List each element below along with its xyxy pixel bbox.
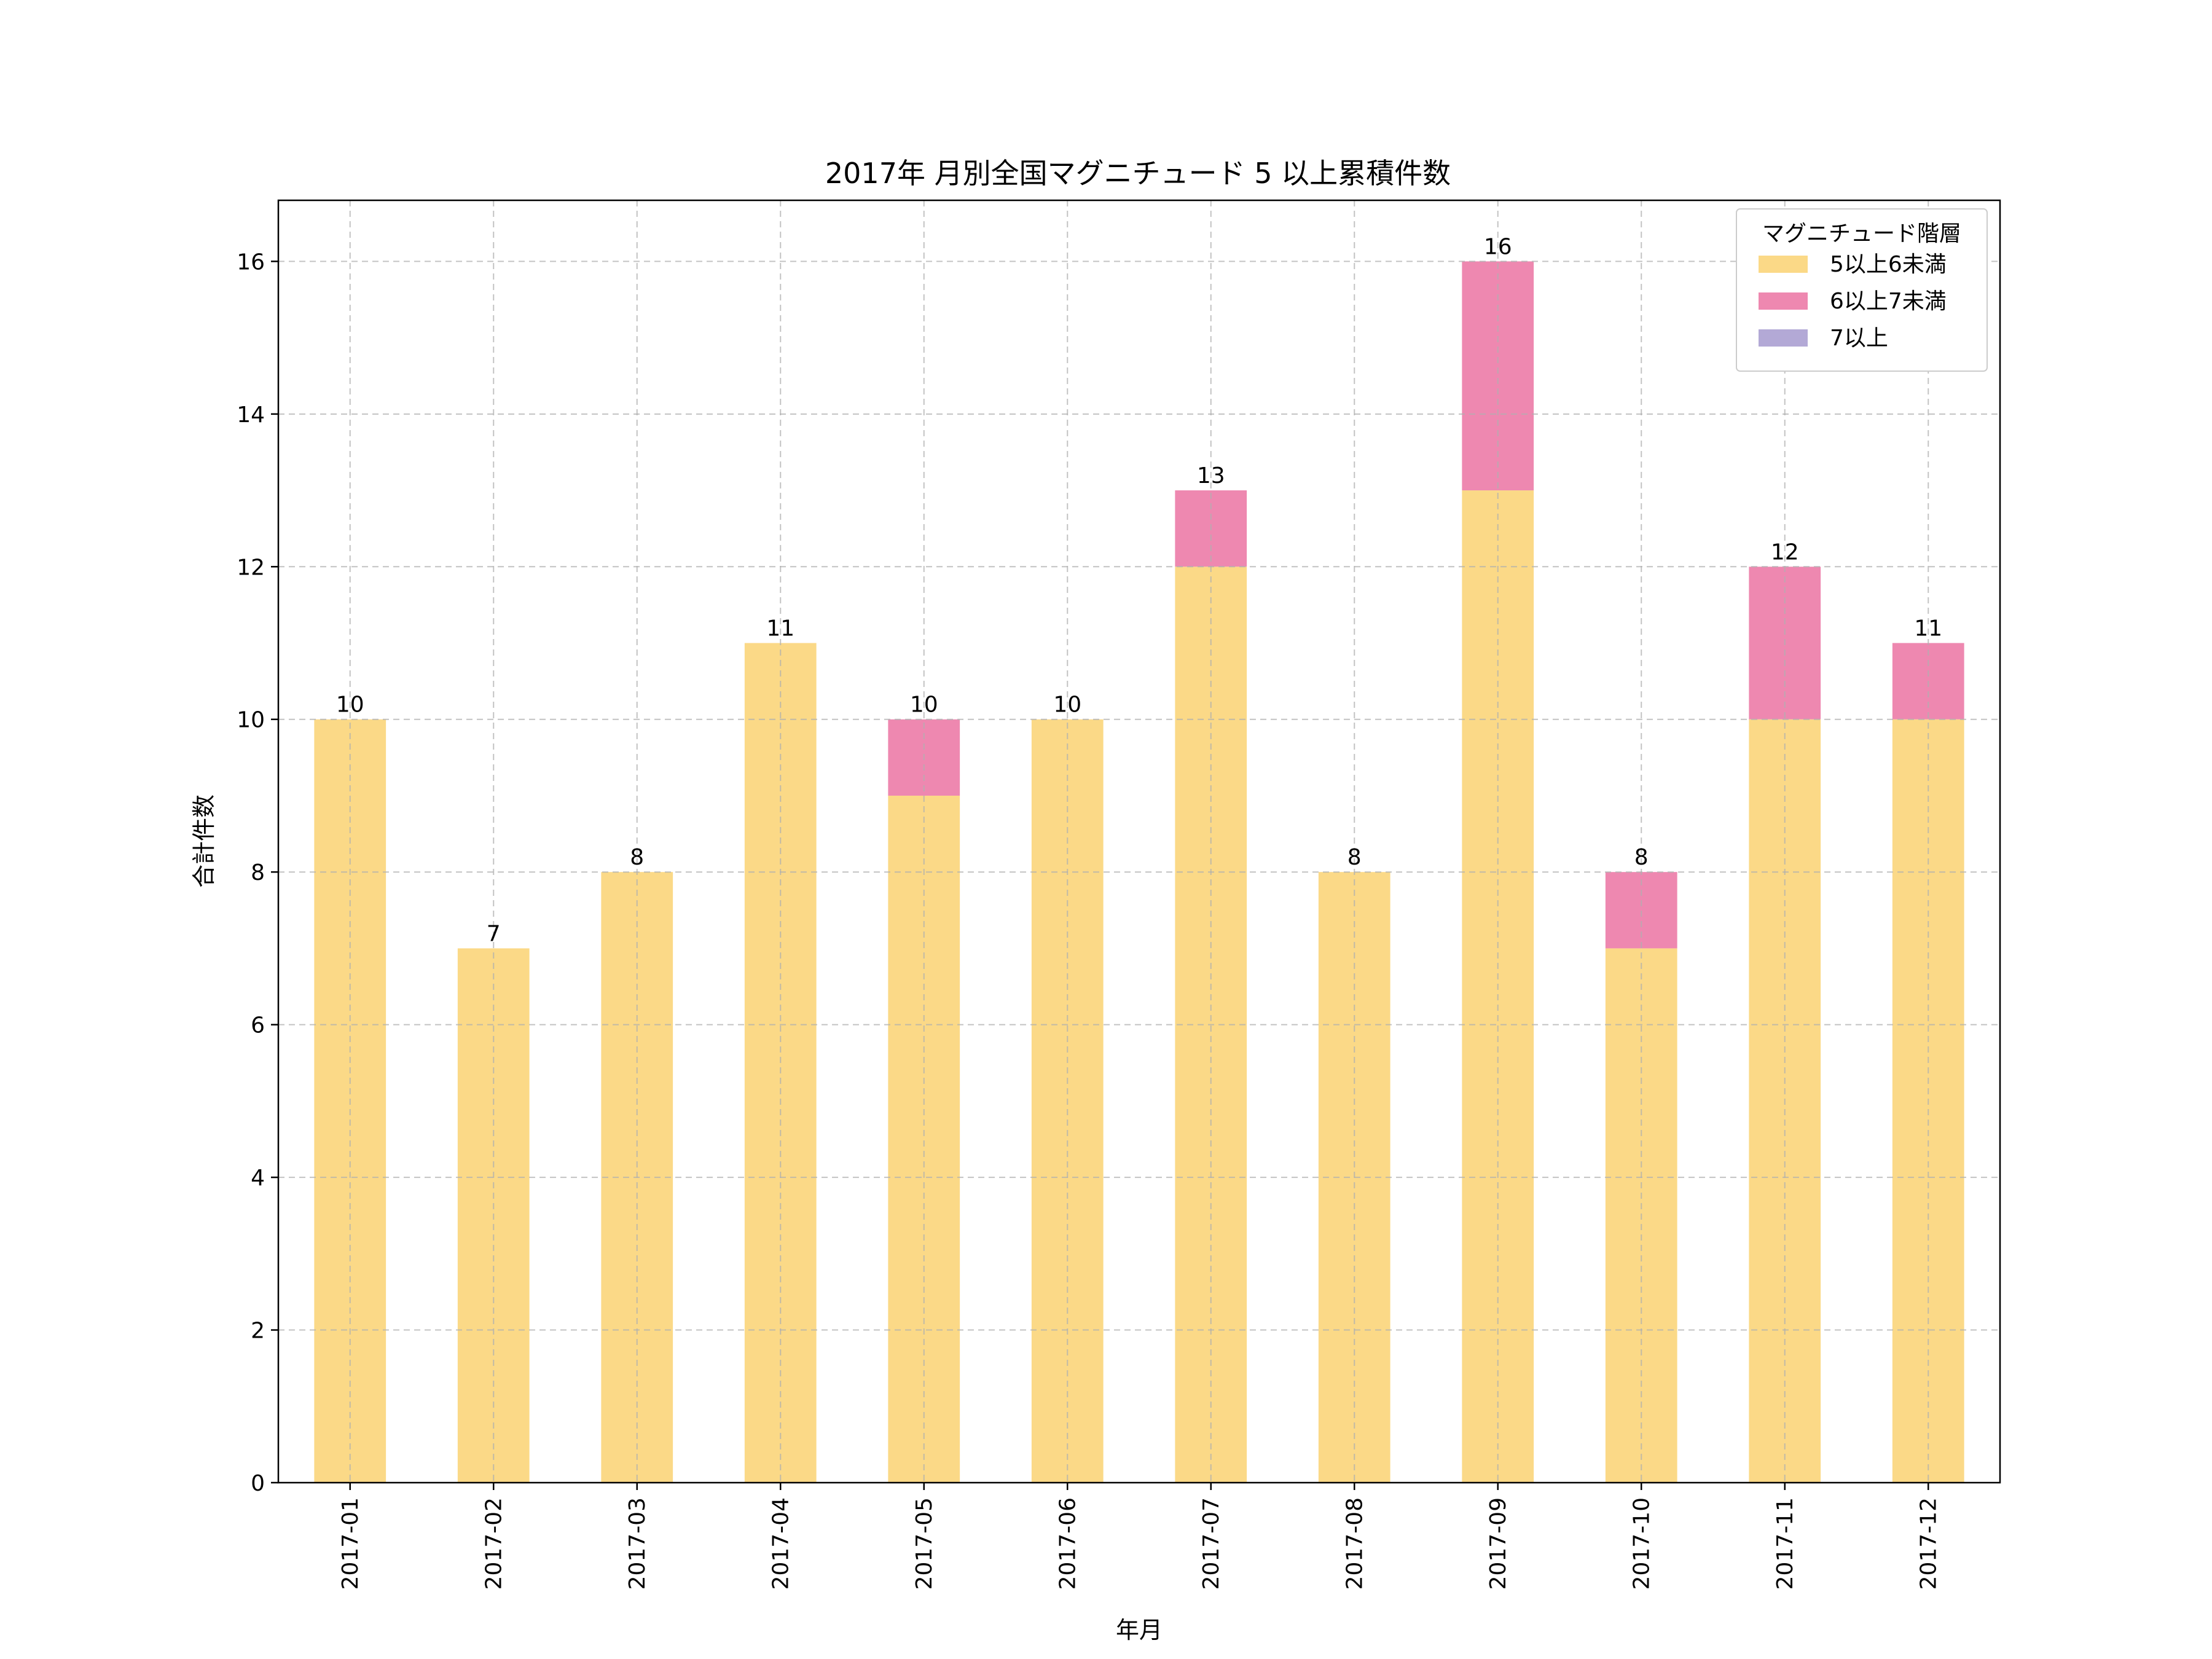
x-tick-label-2017-05: 2017-05 — [912, 1497, 937, 1590]
x-tick-label-2017-08: 2017-08 — [1342, 1497, 1367, 1590]
x-tick-label-2017-02: 2017-02 — [481, 1497, 506, 1590]
data-label-2017-07: 13 — [1197, 463, 1225, 488]
x-tick-label-2017-01: 2017-01 — [338, 1497, 363, 1590]
x-axis: 2017-01 2017-02 2017-03 2017-04 2017-05 2017-… — [338, 1483, 1941, 1590]
legend-items: 5以上6未満 6以上7未満 7以上 — [1759, 252, 1947, 351]
y-tick-label: 0 — [251, 1471, 265, 1496]
x-tick-label-2017-04: 2017-04 — [768, 1497, 793, 1590]
legend-title: マグニチュード階層 — [1762, 221, 1961, 246]
legend: マグニチュード階層 5以上6未満 6以上7未満 7以上 — [1736, 208, 1988, 372]
data-label-2017-12: 11 — [1914, 616, 1942, 641]
y-axis-title: 合計件数 — [190, 794, 218, 888]
data-label-2017-04: 11 — [766, 616, 794, 641]
chart-title: 2017年 月別全国マグニチュード 5 以上累積件数 — [825, 157, 1451, 190]
x-tick-label-2017-12: 2017-12 — [1916, 1497, 1941, 1590]
bar-2017-05-series-0 — [888, 795, 960, 1483]
y-tick-label: 4 — [251, 1166, 265, 1191]
y-tick-label: 6 — [251, 1013, 265, 1038]
x-tick-label-2017-07: 2017-07 — [1199, 1497, 1224, 1590]
legend-label-2: 7以上 — [1830, 326, 1888, 351]
y-tick-label: 8 — [251, 860, 265, 885]
x-tick-label-2017-09: 2017-09 — [1486, 1497, 1511, 1590]
data-label-2017-03: 8 — [630, 845, 644, 870]
plot-frame — [277, 199, 2001, 1484]
x-axis-title: 年月 — [1116, 1617, 1163, 1644]
data-label-2017-11: 12 — [1771, 539, 1799, 565]
x-tick-label-2017-10: 2017-10 — [1629, 1497, 1654, 1590]
legend-label-1: 6以上7未満 — [1830, 289, 1947, 314]
y-tick-label: 16 — [237, 249, 265, 275]
legend-label-0: 5以上6未満 — [1830, 252, 1947, 277]
data-label-2017-01: 10 — [336, 692, 364, 718]
legend-swatch-1 — [1759, 292, 1808, 310]
y-tick-label: 10 — [237, 708, 265, 733]
data-label-2017-08: 8 — [1347, 845, 1362, 870]
legend-swatch-2 — [1759, 329, 1808, 347]
x-tick-label-2017-06: 2017-06 — [1055, 1497, 1080, 1590]
data-label-2017-05: 10 — [910, 692, 938, 718]
x-tick-label-2017-11: 2017-11 — [1773, 1497, 1798, 1590]
grid-lines — [278, 200, 2000, 1483]
data-label-2017-02: 7 — [487, 921, 501, 946]
x-tick-label-2017-03: 2017-03 — [625, 1497, 650, 1590]
y-axis: 0 2 4 6 8 10 12 14 16 — [237, 249, 278, 1496]
y-tick-label: 12 — [237, 555, 265, 580]
data-label-2017-06: 10 — [1053, 692, 1081, 718]
legend-swatch-0 — [1759, 256, 1808, 273]
data-label-2017-09: 16 — [1484, 234, 1512, 259]
data-label-2017-10: 8 — [1634, 845, 1649, 870]
y-tick-label: 2 — [251, 1319, 265, 1344]
y-tick-label: 14 — [237, 402, 265, 428]
data-labels: 10 7 8 11 10 10 13 8 16 8 12 11 — [336, 234, 1942, 946]
